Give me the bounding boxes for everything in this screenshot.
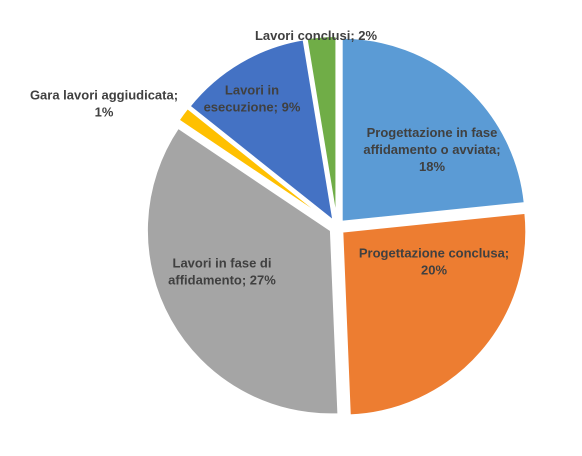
pie-slice xyxy=(341,211,528,417)
slice-label: Lavori conclusi; 2% xyxy=(255,28,378,43)
pie-slice xyxy=(188,38,335,224)
pie-slice xyxy=(305,35,338,221)
slice-label-line: affidamento o avviata; xyxy=(363,142,500,157)
slice-label-line: Lavori in xyxy=(225,83,279,98)
slice-label: Gara lavori aggiudicata; 1% xyxy=(30,88,178,120)
slice-label-line: Lavori conclusi; 2% xyxy=(255,28,378,43)
slice-label-line: Progettazione conclusa; xyxy=(359,246,509,261)
slice-label-line: affidamento; 27% xyxy=(168,273,276,288)
slice-label-line: esecuzione; 9% xyxy=(204,100,301,115)
pie-slice xyxy=(177,106,332,224)
slice-label: Progettazione in fase affidamento o avvia… xyxy=(363,125,500,174)
slice-label-line: Progettazione in fase xyxy=(367,125,498,140)
slice-label-line: 18% xyxy=(419,159,445,174)
slice-label: Lavori in fase di affidamento; 27% xyxy=(168,256,276,288)
slice-label: Progettazione conclusa; 20% xyxy=(359,246,509,278)
slice-label-line: Lavori in fase di xyxy=(173,256,272,271)
slice-label-line: Gara lavori aggiudicata; xyxy=(30,88,178,103)
slice-label-line: 20% xyxy=(421,263,447,278)
pie-slice xyxy=(145,126,340,416)
slice-label-line: 1% xyxy=(95,105,114,120)
pie-slice xyxy=(340,36,526,223)
slice-label: Lavori in esecuzione; 9% xyxy=(204,83,301,115)
